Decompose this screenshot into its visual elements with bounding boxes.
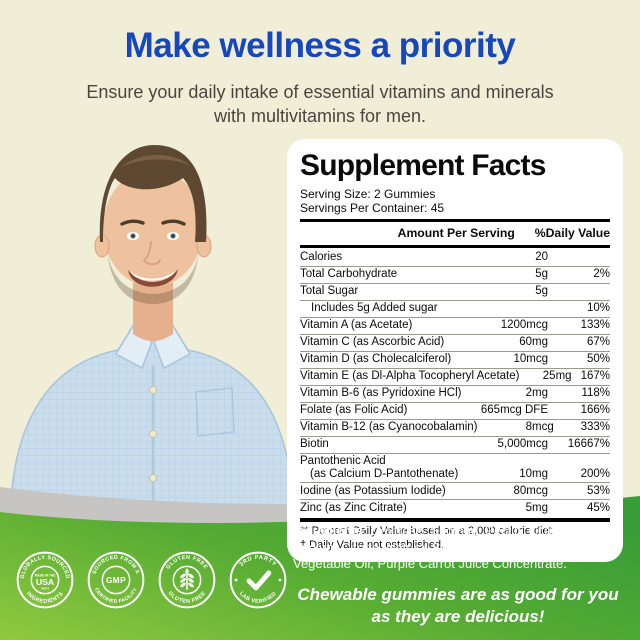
stubble <box>107 244 199 304</box>
usa-line2: USA <box>36 577 55 587</box>
ingredients-label: Ingredients: <box>293 523 368 538</box>
subtitle: Ensure your daily intake of essential vi… <box>0 80 640 128</box>
divider <box>300 518 610 522</box>
nutrient-name: Vitamin A (as Acetate) <box>300 319 413 331</box>
hair <box>99 145 207 242</box>
table-header: Amount Per Serving %Daily Value <box>300 224 610 242</box>
certification-badges: GLOBALLY SOURCED INGREDIENTS MADE IN THE… <box>16 551 287 609</box>
nutrient-daily-value: 133% <box>580 319 610 331</box>
tagline: Chewable gummies are as good for you as … <box>282 584 634 628</box>
tagline-line1: Chewable gummies are as good for you <box>297 585 619 604</box>
nutrient-name-line2: (as Calcium D-Pantothenate) <box>310 467 459 480</box>
nutrient-name: Iodine (as Potassium Iodide) <box>300 484 446 497</box>
nutrient-name: Vitamin B-6 (as Pyridoxine HCl) <box>300 387 462 399</box>
supplement-facts-title: Supplement Facts <box>300 149 546 182</box>
serving-size: Serving Size: 2 Gummies <box>300 186 436 201</box>
gmp-badge: SOURCED FROM A CERTIFIED FACILITY GMP <box>87 551 145 609</box>
lab-verified-badge: 3RD PARTY LAB VERIFIED <box>229 551 287 609</box>
nutrient-daily-value: 50% <box>586 353 610 365</box>
table-row: Includes 5g Added sugar 10% <box>300 301 610 318</box>
supplement-facts-panel: Supplement Facts Serving Size: 2 Gummies… <box>287 139 623 562</box>
nutrient-daily-value: 333% <box>580 421 610 433</box>
nutrient-name: Biotin <box>300 438 329 450</box>
nutrient-name: Total Carbohydrate <box>300 268 398 280</box>
wheat-icon <box>180 568 194 590</box>
gmp-text: GMP <box>106 576 126 585</box>
table-row: Vitamin A (as Acetate) 1200mcg 133% <box>300 318 610 335</box>
servings-per-container: Servings Per Container: 45 <box>300 201 445 215</box>
nutrient-daily-value: 67% <box>586 336 610 348</box>
nutrient-amount: 5mg <box>525 501 548 514</box>
nutrient-amount: 8mcg <box>525 421 554 433</box>
smile <box>128 269 178 287</box>
page-title: Make wellness a priority <box>124 26 516 65</box>
nutrient-name: Calories <box>300 251 343 263</box>
ingredients-text: Dextrose, Sucrose, Pectin, Citric Acid, … <box>293 523 613 571</box>
nutrient-name: Vitamin E (as Dl-Alpha Tocopheryl Acetat… <box>300 370 520 382</box>
nutrient-amount: 665mcg DFE <box>480 404 548 416</box>
divider <box>300 244 610 248</box>
subtitle-line2: with multivitamins for men. <box>213 106 427 126</box>
table-row: Vitamin B-6 (as Pyridoxine HCl) 2mg 118% <box>300 386 610 403</box>
nutrient-daily-value: 45% <box>586 501 610 514</box>
nutrient-amount: 5,000mcg <box>497 438 548 450</box>
nutrient-daily-value: 2% <box>593 268 610 280</box>
divider <box>300 218 610 222</box>
nutrient-amount: 10mg <box>519 467 548 480</box>
nutrient-name: Vitamin B-12 (as Cyanocobalamin) <box>300 421 478 433</box>
man-photo <box>9 145 295 520</box>
nutrient-daily-value: 53% <box>586 484 610 497</box>
checkmark-icon <box>246 570 272 591</box>
footnote-dagger: † Daily Value not established. <box>300 538 445 551</box>
subtitle-line1: Ensure your daily intake of essential vi… <box>86 82 554 102</box>
table-row: Total Sugar 5g <box>300 284 610 301</box>
tagline-line2: as they are delicious! <box>371 607 545 626</box>
nutrient-amount: 2mg <box>525 387 548 399</box>
nutrient-name: Pantothenic Acid (as Calcium D-Pantothena… <box>300 455 464 480</box>
nutrient-daily-value: 200% <box>580 467 610 480</box>
nutrient-amount: 10mcg <box>513 353 548 365</box>
nutrient-name: Vitamin C (as Ascorbic Acid) <box>300 336 445 348</box>
usa-made-badge: GLOBALLY SOURCED INGREDIENTS MADE IN THE… <box>16 551 74 609</box>
table-row: Vitamin E (as Dl-Alpha Tocopheryl Acetat… <box>300 369 610 386</box>
nutrient-name: Vitamin D (as Cholecalciferol) <box>300 353 452 365</box>
nutrient-daily-value: 16667% <box>567 438 610 450</box>
ingredients-block: Ingredients: Dextrose, Sucrose, Pectin, … <box>293 523 630 573</box>
nutrient-daily-value: 167% <box>580 370 610 382</box>
nutrient-name: Zinc (as Zinc Citrate) <box>300 501 407 514</box>
usa-line1: MADE IN THE <box>35 574 55 578</box>
col-daily-value: %Daily Value <box>534 225 610 240</box>
table-row: Vitamin B-12 (as Cyanocobalamin) 8mcg 333% <box>300 420 610 437</box>
table-row: Folate (as Folic Acid) 665mcg DFE 166% <box>300 403 610 420</box>
nutrient-amount: 80mcg <box>513 484 548 497</box>
table-row: Vitamin C (as Ascorbic Acid) 60mg 67% <box>300 335 610 352</box>
nutrient-daily-value: 118% <box>581 387 610 399</box>
table-row: Zinc (as Zinc Citrate) 5mg 45% <box>300 500 610 516</box>
nutrient-amount: 20 <box>535 251 548 263</box>
nutrient-name: Folate (as Folic Acid) <box>300 404 408 416</box>
face <box>103 169 203 287</box>
nutrient-name: Total Sugar <box>300 285 359 297</box>
table-row: Iodine (as Potassium Iodide) 80mcg 53% <box>300 483 610 500</box>
table-row: Biotin 5,000mcg 16667% <box>300 437 610 454</box>
nutrient-amount: 60mg <box>519 336 548 348</box>
usa-line3: WITH <box>41 587 49 591</box>
table-row: Calories 20 <box>300 250 610 267</box>
nutrient-daily-value: 10% <box>586 302 610 314</box>
facts-table: Calories 20 Total Carbohydrate 5g 2% Total Su… <box>300 250 610 517</box>
gluten-free-badge: GLUTEN FREE GLUTEN FREE <box>158 551 216 609</box>
neck <box>133 280 173 341</box>
nutrient-amount: 5g <box>535 268 548 280</box>
table-row: Total Carbohydrate 5g 2% <box>300 267 610 284</box>
nutrient-amount: 1200mcg <box>500 319 548 331</box>
footnote-dv: ** Percent Daily Value based on a 2,000 … <box>300 525 555 537</box>
nutrient-amount: 5g <box>535 285 548 297</box>
nutrient-amount: 25mg <box>542 370 572 382</box>
col-amount-per-serving: Amount Per Serving <box>397 225 515 240</box>
table-row: Pantothenic Acid (as Calcium D-Pantothena… <box>300 454 610 483</box>
table-row: Vitamin D (as Cholecalciferol) 10mcg 50% <box>300 352 610 369</box>
nutrient-name: Includes 5g Added sugar <box>311 302 438 314</box>
nutrient-daily-value: 166% <box>580 404 610 416</box>
